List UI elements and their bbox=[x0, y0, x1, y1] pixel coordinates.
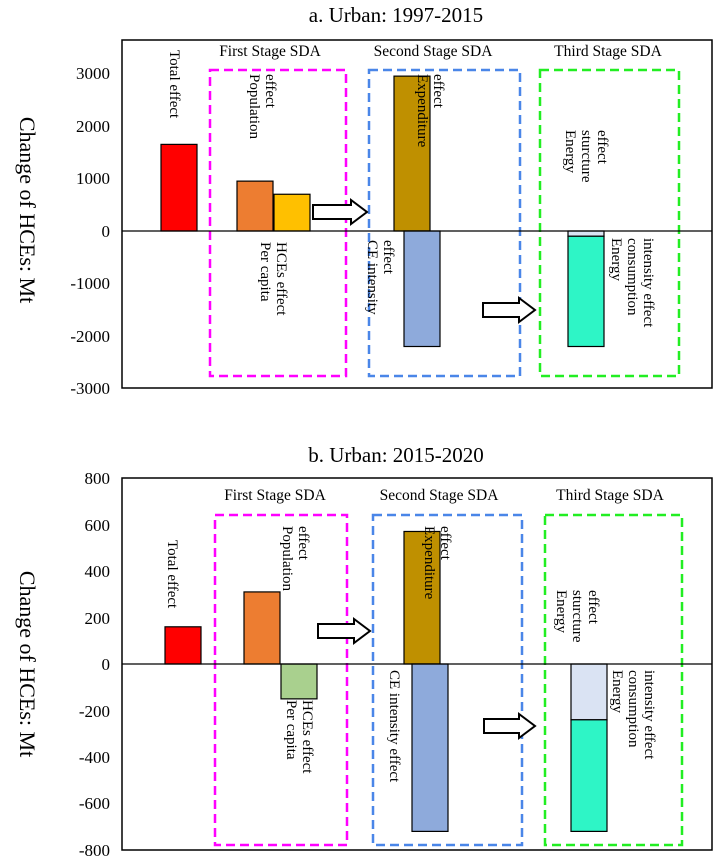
y-axis-label: Change of HCEs: Mt bbox=[15, 571, 40, 757]
stage-box-2 bbox=[367, 68, 522, 378]
y-tick-label: 2000 bbox=[76, 117, 110, 136]
stage-box-3 bbox=[543, 513, 684, 847]
stage-box-2 bbox=[371, 513, 524, 847]
bar-ce-intensity-effect bbox=[403, 230, 441, 348]
bar-population-effect bbox=[236, 180, 274, 232]
chart-panel-b: b. Urban: 2015-2020 800 600 400 200 0 -200 -400… bbox=[15, 443, 713, 860]
chart-title: a. Urban: 1997-2015 bbox=[309, 3, 483, 27]
y-tick-label: -400 bbox=[79, 748, 110, 767]
y-tick-label: 800 bbox=[85, 469, 111, 488]
bar-expenditure-effect bbox=[393, 75, 431, 232]
stage-arrow-2 bbox=[482, 296, 537, 324]
bar-label: Per capitaHCEs effect bbox=[257, 242, 289, 316]
bar-energy-consumption-intensity-effect bbox=[570, 719, 608, 832]
bar-label: Energyconsumptionintensity effect bbox=[609, 670, 657, 760]
chart-panel-a: a. Urban: 1997-2015 3000 2000 1000 0 -1000 -20… bbox=[15, 3, 713, 398]
y-tick-label: 400 bbox=[85, 562, 111, 581]
stage-label-2: Second Stage SDA bbox=[380, 487, 500, 504]
bar-per-capita-hces-effect bbox=[280, 663, 318, 700]
bar-label: Populationeffect bbox=[279, 526, 311, 592]
bar-label: Total effect bbox=[166, 50, 182, 119]
stage-arrow-1 bbox=[317, 617, 372, 645]
bar-label: Energysturctureeffect bbox=[562, 130, 610, 183]
bar-expenditure-effect bbox=[403, 530, 441, 665]
bar-energy-sturcture-effect bbox=[570, 663, 608, 721]
bar-label: Total effect bbox=[164, 540, 180, 609]
bar-label: Per capitaHCEs effect bbox=[283, 700, 315, 774]
bar-label: Energyconsumptionintensity effect bbox=[608, 238, 656, 328]
y-tick-label: -2000 bbox=[70, 327, 110, 346]
y-tick-label: 200 bbox=[85, 609, 111, 628]
bar-total-effect bbox=[164, 626, 202, 665]
chart-title: b. Urban: 2015-2020 bbox=[308, 443, 484, 467]
stage-arrow-2 bbox=[483, 712, 537, 740]
stage-box-1 bbox=[208, 68, 348, 378]
y-tick-label: 0 bbox=[102, 222, 111, 241]
y-tick-label: -3000 bbox=[70, 379, 110, 398]
y-tick-label: -800 bbox=[79, 841, 110, 860]
stage-label-1: First Stage SDA bbox=[219, 43, 321, 60]
stage-label-2: Second Stage SDA bbox=[374, 43, 494, 60]
bar-energy-consumption-intensity-effect bbox=[567, 235, 605, 348]
bar-label: Expenditureeffect bbox=[421, 526, 453, 600]
stage-label-3: Third Stage SDA bbox=[556, 487, 664, 504]
y-axis-label: Change of HCEs: Mt bbox=[15, 117, 40, 303]
bar-energy-sturcture-effect bbox=[567, 230, 605, 237]
bar-ce-intensity-effect bbox=[411, 663, 449, 832]
bar-population-effect bbox=[243, 591, 281, 665]
bar-label: CE intensityeffect bbox=[364, 240, 396, 315]
bar-per-capita-hces-effect bbox=[273, 193, 311, 232]
plot-frame bbox=[121, 39, 713, 389]
bar-label: CE intensity effect bbox=[386, 670, 402, 783]
stage-label-1: First Stage SDA bbox=[224, 487, 326, 504]
bar-label: Expenditureeffect bbox=[414, 74, 446, 148]
y-tick-label: 600 bbox=[85, 516, 111, 535]
stage-label-3: Third Stage SDA bbox=[554, 43, 662, 60]
y-tick-label: 0 bbox=[102, 655, 111, 674]
bar-label: Energysturctureeffect bbox=[553, 590, 601, 643]
y-tick-label: -1000 bbox=[70, 274, 110, 293]
y-tick-label: 1000 bbox=[76, 169, 110, 188]
bar-label: Populationeffect bbox=[246, 74, 278, 140]
stage-box-3 bbox=[538, 68, 681, 378]
stage-arrow-1 bbox=[312, 198, 369, 226]
y-tick-label: -200 bbox=[79, 702, 110, 721]
y-tick-label: -600 bbox=[79, 794, 110, 813]
stage-box-1 bbox=[213, 513, 349, 847]
bar-total-effect bbox=[160, 143, 198, 232]
y-tick-label: 3000 bbox=[76, 64, 110, 83]
